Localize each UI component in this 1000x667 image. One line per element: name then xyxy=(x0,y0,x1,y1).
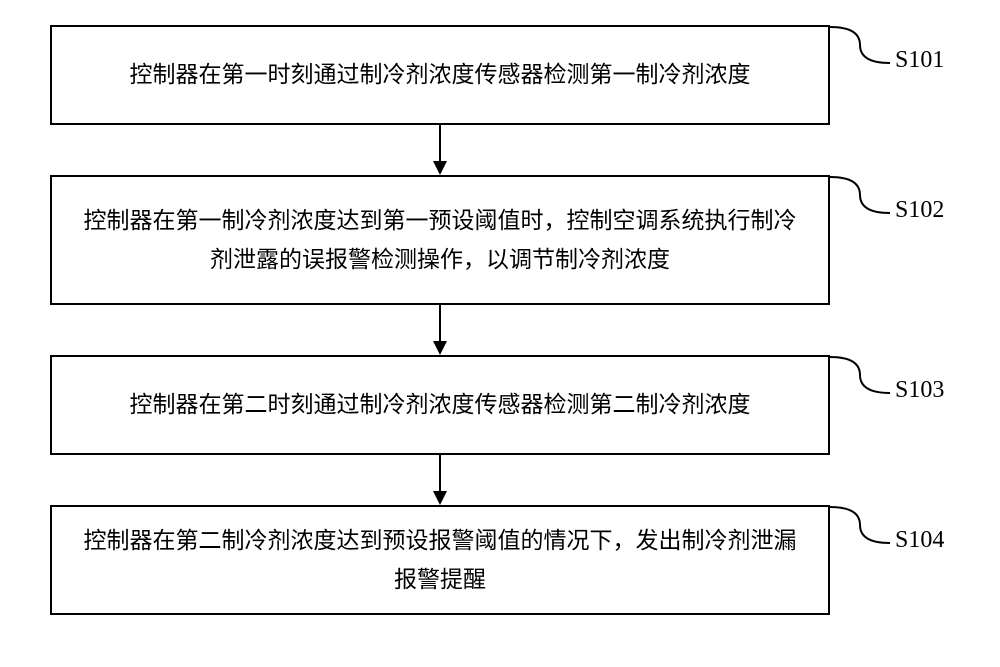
step-container-4: 控制器在第二制冷剂浓度达到预设报警阈值的情况下，发出制冷剂泄漏报警提醒 S104 xyxy=(0,505,1000,615)
step-label-s101: S101 xyxy=(895,47,944,74)
step-container-1: 控制器在第一时刻通过制冷剂浓度传感器检测第一制冷剂浓度 S101 xyxy=(0,25,1000,125)
step-box-s103: 控制器在第二时刻通过制冷剂浓度传感器检测第二制冷剂浓度 xyxy=(50,355,830,455)
step-text-s102: 控制器在第一制冷剂浓度达到第一预设阈值时，控制空调系统执行制冷剂泄露的误报警检测… xyxy=(82,201,798,279)
step-box-s102: 控制器在第一制冷剂浓度达到第一预设阈值时，控制空调系统执行制冷剂泄露的误报警检测… xyxy=(50,175,830,305)
flowchart-container: 控制器在第一时刻通过制冷剂浓度传感器检测第一制冷剂浓度 S101 控制器在第一制… xyxy=(0,0,1000,667)
arrow-svg-3 xyxy=(425,455,455,505)
step-label-s104: S104 xyxy=(895,527,944,554)
step-container-3: 控制器在第二时刻通过制冷剂浓度传感器检测第二制冷剂浓度 S103 xyxy=(0,355,1000,455)
step-text-s101: 控制器在第一时刻通过制冷剂浓度传感器检测第一制冷剂浓度 xyxy=(130,55,751,94)
arrow-svg-1 xyxy=(425,125,455,175)
arrow-svg-2 xyxy=(425,305,455,355)
arrow-2 xyxy=(50,305,830,355)
connector-s101 xyxy=(830,25,900,65)
step-box-s101: 控制器在第一时刻通过制冷剂浓度传感器检测第一制冷剂浓度 xyxy=(50,25,830,125)
arrow-3 xyxy=(50,455,830,505)
step-label-s103: S103 xyxy=(895,377,944,404)
step-text-s103: 控制器在第二时刻通过制冷剂浓度传感器检测第二制冷剂浓度 xyxy=(130,385,751,424)
connector-s102 xyxy=(830,175,900,215)
arrow-1 xyxy=(50,125,830,175)
connector-s104 xyxy=(830,505,900,545)
step-label-s102: S102 xyxy=(895,197,944,224)
step-text-s104: 控制器在第二制冷剂浓度达到预设报警阈值的情况下，发出制冷剂泄漏报警提醒 xyxy=(82,521,798,599)
connector-s103 xyxy=(830,355,900,395)
step-box-s104: 控制器在第二制冷剂浓度达到预设报警阈值的情况下，发出制冷剂泄漏报警提醒 xyxy=(50,505,830,615)
step-container-2: 控制器在第一制冷剂浓度达到第一预设阈值时，控制空调系统执行制冷剂泄露的误报警检测… xyxy=(0,175,1000,305)
